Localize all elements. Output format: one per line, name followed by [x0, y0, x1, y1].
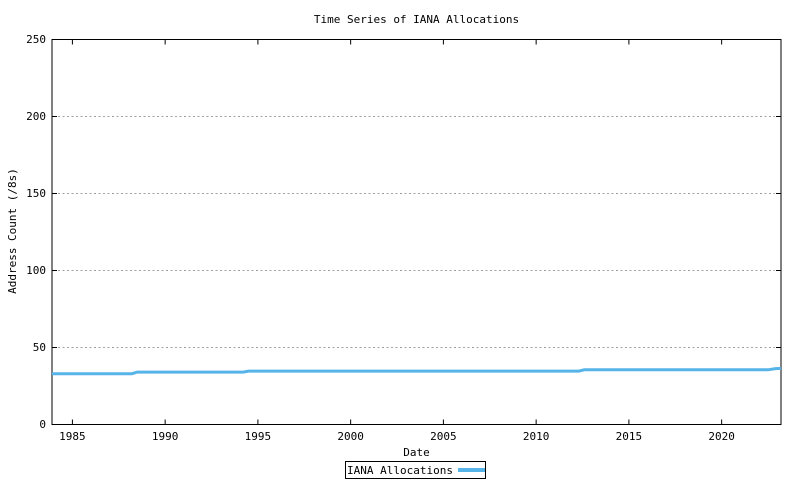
x-tick-label: 2005 — [430, 430, 457, 443]
x-axis-label: Date — [403, 446, 430, 459]
x-tick-label: 2015 — [615, 430, 643, 443]
x-tick-label: 1995 — [244, 430, 272, 443]
y-tick-label: 200 — [26, 110, 46, 123]
x-tick-label: 1985 — [59, 430, 86, 443]
y-tick-label: 100 — [26, 264, 46, 277]
series-line — [52, 366, 782, 376]
x-tick-label: 2010 — [522, 430, 550, 443]
legend-line-sample — [457, 468, 485, 472]
y-tick-label: 250 — [26, 33, 46, 46]
legend-entry-label: IANA Allocations — [347, 463, 453, 477]
y-tick-label: 50 — [32, 341, 46, 354]
y-tick-label: 150 — [26, 187, 46, 200]
chart-title: Time Series of IANA Allocations — [313, 13, 520, 26]
legend-box: IANA Allocations — [345, 461, 486, 479]
y-tick-label: 0 — [39, 418, 46, 431]
x-tick-label: 2000 — [337, 430, 364, 443]
plot-border — [51, 39, 782, 425]
x-tick-label: 1990 — [151, 430, 179, 443]
y-axis-label: Address Count (/8s) — [6, 168, 19, 294]
x-tick-label: 2020 — [708, 430, 735, 443]
